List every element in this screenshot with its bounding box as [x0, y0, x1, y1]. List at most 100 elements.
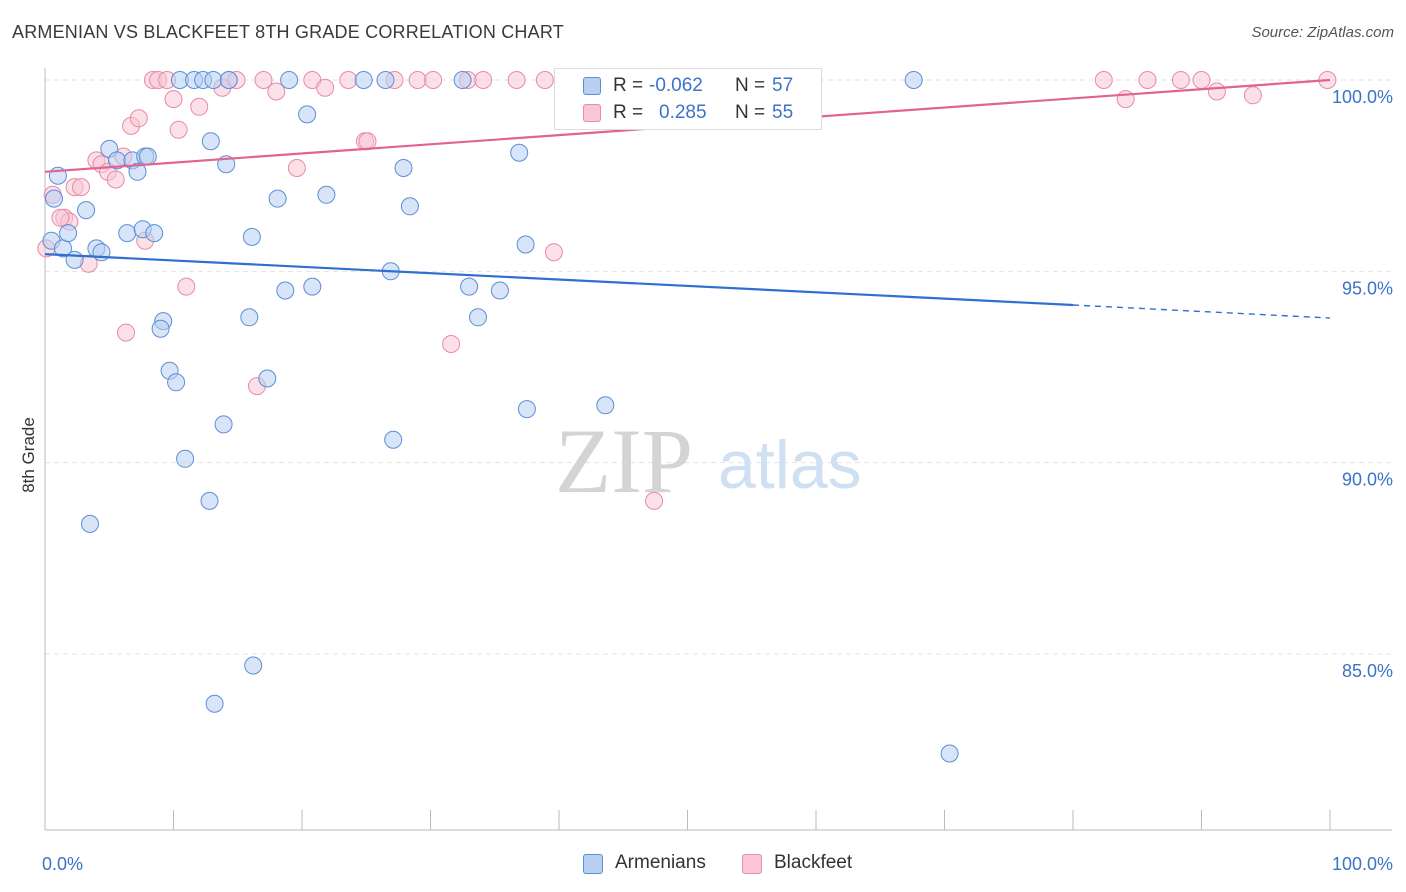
blackfeet-swatch: [583, 104, 601, 122]
armenians-point: [317, 185, 336, 204]
x-tick-label: 100.0%: [1332, 854, 1393, 874]
legend-row-armenians: R = -0.062 N = 57: [555, 73, 821, 99]
blackfeet-point: [474, 71, 493, 89]
blackfeet-point: [72, 178, 90, 197]
r-label: R =: [613, 75, 644, 96]
y-tick-label: 85.0%: [1342, 661, 1393, 681]
armenians-points: [42, 71, 959, 763]
blackfeet-point: [287, 159, 306, 177]
armenians-point: [242, 227, 261, 246]
blackfeet-point: [51, 208, 70, 227]
armenians-point: [510, 143, 529, 162]
blackfeet-point: [507, 71, 526, 89]
armenians-point: [240, 308, 259, 327]
armenians-point: [517, 400, 536, 419]
blackfeet-point: [1171, 71, 1190, 89]
armenians-swatch: [583, 854, 603, 874]
blackfeet-point: [424, 71, 443, 89]
blackfeet-point: [316, 78, 335, 97]
blackfeet-point: [1243, 86, 1262, 105]
blackfeet-point: [190, 97, 209, 116]
n-value: 55: [772, 102, 794, 123]
armenians-point: [280, 71, 299, 89]
armenians-point: [354, 71, 373, 89]
y-tick-label: 100.0%: [1332, 87, 1393, 107]
armenians-point: [469, 308, 487, 327]
blackfeet-point: [442, 335, 461, 353]
armenians-point: [453, 71, 472, 89]
blackfeet-point: [106, 170, 125, 189]
blackfeet-point: [535, 71, 554, 89]
armenians-point: [596, 396, 615, 415]
watermark-zip: ZIP: [555, 410, 693, 512]
armenians-point: [81, 514, 99, 533]
armenians-point: [258, 369, 277, 388]
armenians-point: [394, 159, 413, 177]
armenians-point: [201, 132, 220, 151]
armenians-point: [205, 694, 224, 713]
source-label: Source: ZipAtlas.com: [1251, 24, 1394, 41]
armenians-point: [200, 491, 219, 510]
blackfeet-point: [164, 90, 183, 109]
blackfeet-point: [358, 132, 377, 151]
stats-legend: R = -0.062 N = 57 R = 0.285 N = 55: [554, 68, 822, 130]
n-label: N =: [735, 102, 766, 123]
blackfeet-point: [408, 71, 427, 89]
armenians-point: [204, 71, 223, 89]
armenians-point: [303, 277, 322, 296]
n-value: 57: [772, 75, 794, 96]
armenians-point: [904, 71, 923, 89]
blackfeet-point: [177, 277, 196, 296]
blackfeet-point: [117, 323, 135, 342]
blackfeet-point: [129, 109, 148, 128]
armenians-point: [65, 250, 84, 269]
blackfeet-point: [1207, 82, 1226, 101]
legend-label: Blackfeet: [774, 852, 853, 873]
armenians-point: [268, 189, 287, 208]
chart-title: ARMENIAN VS BLACKFEET 8TH GRADE CORRELAT…: [12, 22, 564, 42]
blackfeet-point: [267, 82, 286, 101]
armenians-point: [490, 281, 509, 300]
tick-labels: 100.0% 95.0% 90.0% 85.0% 0.0% 100.0%: [42, 87, 1393, 874]
y-tick-label: 95.0%: [1342, 278, 1393, 298]
blackfeet-point: [1094, 71, 1113, 89]
armenians-point: [167, 373, 186, 392]
legend-label: Armenians: [615, 852, 706, 873]
armenians-point: [400, 197, 419, 216]
armenians-point: [176, 449, 195, 468]
y-tick-label: 90.0%: [1342, 470, 1393, 490]
armenians-point: [298, 105, 317, 124]
blackfeet-swatch: [742, 854, 762, 874]
x-tick-label: 0.0%: [42, 854, 83, 874]
armenians-point: [276, 281, 295, 300]
armenians-point: [244, 656, 263, 675]
watermark-atlas: atlas: [718, 427, 862, 503]
legend-row-blackfeet: R = 0.285 N = 55: [555, 100, 821, 126]
series-legend: Armenians Blackfeet: [0, 852, 1406, 876]
armenians-point: [219, 71, 238, 89]
armenians-point: [214, 415, 233, 434]
y-axis-label: 8th Grade: [19, 417, 38, 493]
armenians-swatch: [583, 77, 601, 95]
n-label: N =: [735, 75, 766, 96]
armenians-point: [77, 201, 96, 220]
blackfeet-point: [339, 71, 358, 89]
armenians-point: [940, 744, 959, 763]
armenians-point: [145, 224, 164, 243]
armenians-point: [376, 71, 395, 89]
armenians-point: [151, 319, 170, 338]
blackfeet-point: [1192, 71, 1211, 89]
blackfeet-point: [1138, 71, 1157, 89]
r-label: R =: [613, 102, 644, 123]
armenians-point: [59, 224, 78, 243]
armenians-point: [128, 162, 147, 181]
armenians-point: [45, 189, 63, 208]
blackfeet-point: [254, 71, 273, 89]
armenians-point: [138, 147, 157, 166]
armenians-point: [118, 224, 137, 243]
armenians-trend-extension: [1072, 304, 1331, 319]
armenians-point: [516, 235, 535, 254]
r-value: -0.062: [649, 75, 703, 96]
blackfeet-point: [645, 491, 664, 510]
